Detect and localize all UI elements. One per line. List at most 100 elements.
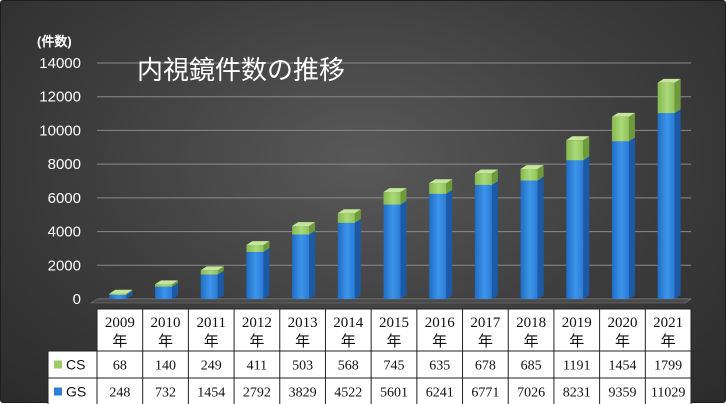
category-header: 2014 年	[333, 315, 364, 350]
category-header: 2016 年	[425, 315, 456, 350]
y-tick-label: 2000	[48, 257, 81, 274]
bar-cs-2020	[611, 112, 635, 142]
category-suffix: 年	[478, 333, 493, 350]
bar-gs-2019	[566, 156, 590, 299]
data-label-cs: 68	[113, 359, 127, 374]
category-header: 2020 年	[607, 315, 637, 350]
y-axis-unit-label: (件数)	[37, 34, 72, 49]
y-tick-label: 0	[73, 291, 81, 308]
bar-gs-2016	[429, 189, 453, 299]
category-year: 2010	[151, 315, 181, 331]
legend-label-cs: CS	[66, 357, 85, 373]
bar-gs-2015	[383, 200, 407, 299]
data-label-gs: 1454	[197, 386, 225, 401]
category-year: 2018	[516, 315, 546, 331]
data-label-gs: 4522	[334, 386, 362, 401]
bar-group-2018	[520, 165, 544, 299]
data-label-gs: 9359	[608, 386, 636, 401]
bar-cs-2016	[429, 179, 453, 194]
data-label-gs: 11029	[651, 386, 685, 401]
category-suffix: 年	[341, 333, 356, 350]
bar-cs-2017	[474, 169, 498, 185]
chart-floor	[90, 298, 692, 304]
category-year: 2014	[333, 315, 364, 331]
category-year: 2013	[288, 315, 318, 331]
category-year: 2020	[607, 315, 637, 331]
data-label-cs: 249	[201, 359, 222, 374]
legend-label-gs: GS	[66, 384, 86, 400]
category-suffix: 年	[204, 333, 219, 350]
bar-group-2017	[474, 169, 498, 299]
category-header: 2012 年	[242, 315, 272, 350]
category-suffix: 年	[249, 333, 264, 350]
data-label-gs: 5601	[380, 386, 408, 401]
bar-cs-2015	[383, 188, 407, 205]
bars	[109, 78, 681, 299]
data-label-cs: 1191	[563, 359, 590, 374]
category-header: 2009 年	[105, 315, 135, 350]
chart-title: 内視鏡件数の推移	[137, 56, 345, 86]
bar-group-2019	[566, 136, 590, 299]
bar-gs-2020	[611, 137, 635, 299]
y-tick-label: 6000	[48, 190, 81, 207]
bar-cs-2009	[109, 289, 133, 295]
data-label-gs: 6241	[426, 386, 454, 401]
floor-plane	[90, 298, 692, 304]
data-label-cs: 568	[338, 359, 359, 374]
category-suffix: 年	[386, 333, 401, 350]
bar-cs-2021	[657, 78, 681, 114]
bar-group-2021	[657, 78, 681, 299]
category-suffix: 年	[569, 333, 584, 350]
bar-gs-2018	[520, 176, 544, 299]
data-label-gs: 248	[109, 386, 130, 401]
category-header: 2021 年	[653, 315, 683, 350]
bar-cs-2019	[566, 136, 590, 161]
bar-group-2010	[155, 280, 179, 299]
bar-group-2014	[337, 209, 361, 299]
category-suffix: 年	[112, 333, 127, 350]
category-header: 2015 年	[379, 315, 409, 350]
data-label-gs: 8231	[563, 386, 591, 401]
category-year: 2011	[197, 315, 226, 331]
category-header: 2018 年	[516, 315, 546, 350]
bar-gs-2014	[337, 218, 361, 299]
category-header: 2013 年	[288, 315, 318, 350]
category-suffix: 年	[661, 333, 676, 350]
data-label-cs: 685	[521, 359, 542, 374]
category-suffix: 年	[158, 333, 173, 350]
category-suffix: 年	[524, 333, 539, 350]
y-tick-label: 10000	[39, 122, 81, 139]
bar-cs-2011	[200, 266, 224, 275]
category-header: 2019 年	[562, 315, 592, 350]
category-year: 2012	[242, 315, 272, 331]
y-tick-label: 12000	[39, 89, 81, 106]
category-year: 2016	[425, 315, 456, 331]
bar-gs-2021	[657, 109, 681, 299]
data-label-cs: 1799	[654, 359, 682, 374]
y-tick-label: 8000	[48, 156, 81, 173]
bar-group-2009	[109, 289, 133, 299]
category-header: 2011 年	[197, 315, 226, 350]
bar-cs-2013	[292, 222, 316, 235]
category-year: 2017	[470, 315, 501, 331]
category-year: 2009	[105, 315, 135, 331]
data-label-cs: 678	[475, 359, 496, 374]
category-suffix: 年	[295, 333, 310, 350]
category-year: 2021	[653, 315, 683, 331]
data-table: 2009 年 2010 年 2011 年 2012 年 2013 年 2014 年 2015 年 2016 年…	[47, 308, 692, 404]
bar-cs-2012	[246, 241, 270, 252]
bar-group-2020	[611, 112, 635, 299]
data-label-cs: 411	[247, 359, 267, 374]
legend-swatch-gs	[54, 387, 62, 396]
category-suffix: 年	[432, 333, 447, 350]
data-label-gs: 7026	[517, 386, 545, 401]
bar-cs-2010	[155, 280, 179, 287]
bar-gs-2013	[292, 230, 316, 299]
category-suffix: 年	[615, 333, 630, 350]
category-header: 2017 年	[470, 315, 501, 350]
data-label-cs: 635	[429, 359, 450, 374]
bar-group-2012	[246, 241, 270, 299]
data-label-cs: 140	[155, 359, 176, 374]
